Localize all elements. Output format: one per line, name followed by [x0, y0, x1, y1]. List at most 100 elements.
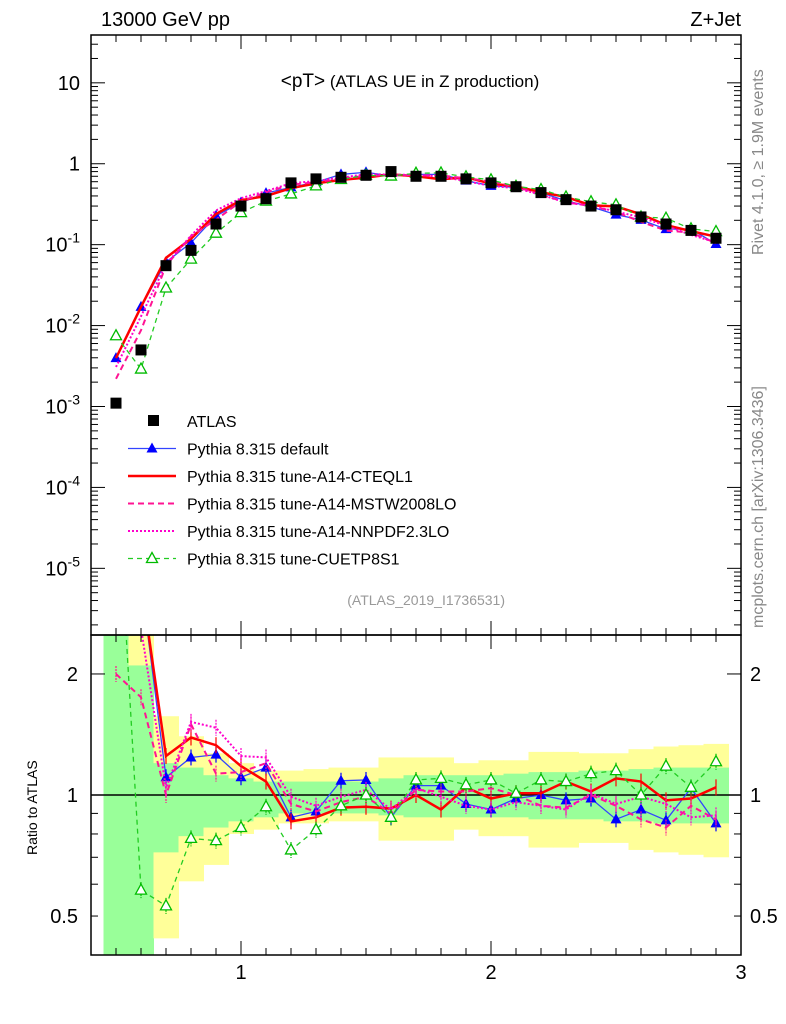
data-point	[560, 194, 572, 206]
ratio-point	[234, 820, 248, 833]
data-point	[610, 204, 622, 216]
ratio-y-axis-label: Ratio to ATLAS	[24, 760, 40, 855]
series-point	[284, 186, 298, 199]
rivet-version-label: Rivet 4.1.0, ≥ 1.9M events	[750, 69, 767, 255]
ratio-point	[509, 785, 523, 798]
series-line-main-2	[115, 174, 717, 380]
ratio-y-tick-label-right: 2	[750, 664, 761, 686]
axes: 1 2 3 10 1 10-1 10-2 10-3 10-4 10-5 2 2 1 1 0.5 0.5	[45, 34, 778, 984]
ratio-point	[559, 774, 573, 787]
y-tick-label: 10-4	[45, 472, 80, 499]
legend-label: Pythia 8.315 tune-CUETP8S1	[187, 552, 400, 569]
data-point	[360, 169, 372, 181]
ratio-y-tick-label: 0.5	[50, 906, 78, 928]
plot-title-main: <pT>	[281, 71, 325, 92]
ratio-point	[259, 799, 273, 812]
data-point	[385, 166, 397, 178]
legend-marker	[145, 551, 159, 564]
mcplots-label: mcplots.cern.ch [arXiv:1306.3436]	[750, 386, 767, 628]
ratio-point	[434, 771, 448, 784]
ratio-point	[610, 813, 622, 824]
plot-title: <pT> (ATLAS UE in Z production)	[281, 71, 540, 92]
ratio-y-tick-label: 1	[67, 785, 78, 807]
ratio-point	[709, 754, 723, 767]
x-tick-label: 1	[235, 962, 246, 984]
data-point	[235, 200, 247, 212]
ratio-point	[334, 798, 348, 811]
legend-label: Pythia 8.315 default	[187, 442, 329, 459]
legend-label: Pythia 8.315 tune-A14-CTEQL1	[187, 469, 413, 486]
ratio-y-tick-label: 2	[67, 664, 78, 686]
legend-label-atlas: ATLAS	[187, 414, 237, 431]
series-point	[134, 361, 148, 374]
data-point	[435, 170, 447, 182]
y-tick-label: 10-5	[45, 553, 80, 580]
data-point	[710, 232, 722, 244]
ratio-point	[584, 766, 598, 779]
data-point	[335, 171, 347, 183]
band-inner-bin	[228, 778, 254, 822]
data-point	[135, 344, 147, 356]
y-tick-label: 1	[69, 154, 80, 176]
series-point	[159, 280, 173, 293]
ratio-y-tick-label-right: 1	[750, 785, 761, 807]
main-plot-marks	[109, 165, 723, 409]
ratio-point	[159, 898, 173, 911]
ratio-point	[160, 771, 172, 782]
data-point	[285, 177, 297, 189]
ratio-point	[459, 777, 473, 790]
series-point	[184, 251, 198, 264]
series-point	[209, 225, 223, 238]
x-tick-label: 2	[485, 962, 496, 984]
ratio-plot-marks	[91, 454, 741, 914]
data-point	[660, 218, 672, 230]
data-point	[410, 170, 422, 182]
y-tick-label: 10-2	[45, 311, 80, 338]
ratio-point	[684, 779, 698, 792]
data-point	[160, 260, 172, 272]
data-point	[185, 244, 197, 256]
series-line-main-4	[115, 172, 717, 371]
series-line-main-3	[115, 173, 717, 368]
series-point	[234, 205, 248, 218]
legend-label: Pythia 8.315 tune-A14-NNPDF2.3LO	[187, 524, 449, 541]
data-point	[485, 177, 497, 189]
band-inner-bin	[203, 775, 229, 828]
legend-marker-atlas	[148, 415, 159, 426]
legend-marker	[146, 442, 158, 453]
ratio-point	[185, 751, 197, 762]
header-right: Z+Jet	[690, 9, 741, 31]
ratio-point	[634, 787, 648, 800]
data-point	[635, 211, 647, 223]
ratio-point	[484, 772, 498, 785]
ratio-point	[659, 758, 673, 771]
series-point	[109, 328, 123, 341]
legend: ATLAS Pythia 8.315 default Pythia 8.315 tu…	[128, 414, 456, 569]
ratio-point	[360, 773, 372, 784]
y-tick-label: 10-1	[45, 230, 80, 257]
main-frame	[90, 34, 742, 636]
header-left: 13000 GeV pp	[101, 9, 230, 31]
ratio-point	[409, 772, 423, 785]
ratio-point	[335, 774, 347, 785]
data-point	[460, 173, 472, 185]
series-point	[309, 178, 323, 191]
series-point	[185, 236, 197, 247]
series-line-main-0	[115, 171, 717, 359]
series-line-main-1	[114, 173, 717, 359]
ratio-point	[534, 772, 548, 785]
ratio-point	[111, 565, 122, 575]
ratio-point	[136, 575, 147, 585]
ratio-point	[210, 748, 222, 759]
ratio-point	[111, 454, 122, 464]
ratio-point	[609, 763, 623, 776]
ratio-point	[660, 814, 672, 825]
ratio-point	[384, 809, 398, 822]
ratio-point	[209, 833, 223, 846]
data-point	[310, 173, 322, 185]
data-point	[510, 181, 522, 193]
ratio-y-tick-label-right: 0.5	[750, 906, 778, 928]
band-inner-bin	[128, 665, 154, 955]
ratio-point	[460, 797, 472, 808]
